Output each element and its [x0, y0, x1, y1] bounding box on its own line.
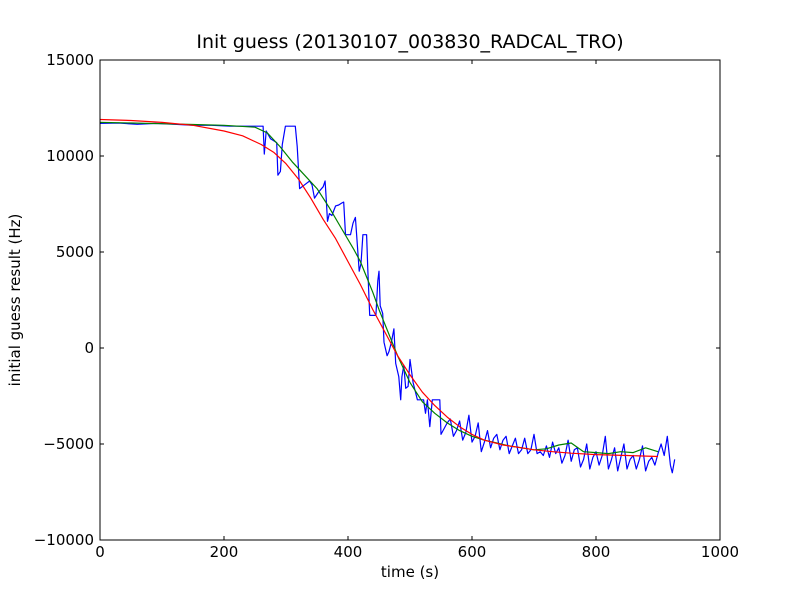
series-line-1 — [100, 122, 676, 474]
series-group — [100, 118, 676, 474]
y-tick-label: 5000 — [56, 243, 94, 261]
x-tick-label: 0 — [95, 543, 105, 561]
y-axis-label: initial guess result (Hz) — [6, 214, 24, 387]
y-tick-label: −10000 — [34, 531, 94, 549]
x-tick-label: 600 — [458, 543, 487, 561]
x-tick-label: 200 — [210, 543, 239, 561]
x-tick-label: 800 — [582, 543, 611, 561]
x-tick-label: 1000 — [701, 543, 739, 561]
y-tick-label: 10000 — [46, 147, 94, 165]
x-tick-label: 400 — [334, 543, 363, 561]
y-tick-label: 0 — [84, 339, 94, 357]
x-axis-ticks: 0 200 400 600 800 1000 — [95, 60, 739, 561]
series-line-3 — [100, 118, 659, 458]
y-tick-label: 15000 — [46, 51, 94, 69]
series-line-2 — [100, 121, 659, 455]
plot-frame — [99, 59, 721, 541]
y-axis-ticks: −10000 −5000 0 5000 10000 15000 — [34, 51, 720, 549]
chart-title: Init guess (20130107_003830_RADCAL_TRO) — [196, 31, 623, 53]
x-axis-label: time (s) — [381, 563, 439, 581]
y-tick-label: −5000 — [43, 435, 94, 453]
